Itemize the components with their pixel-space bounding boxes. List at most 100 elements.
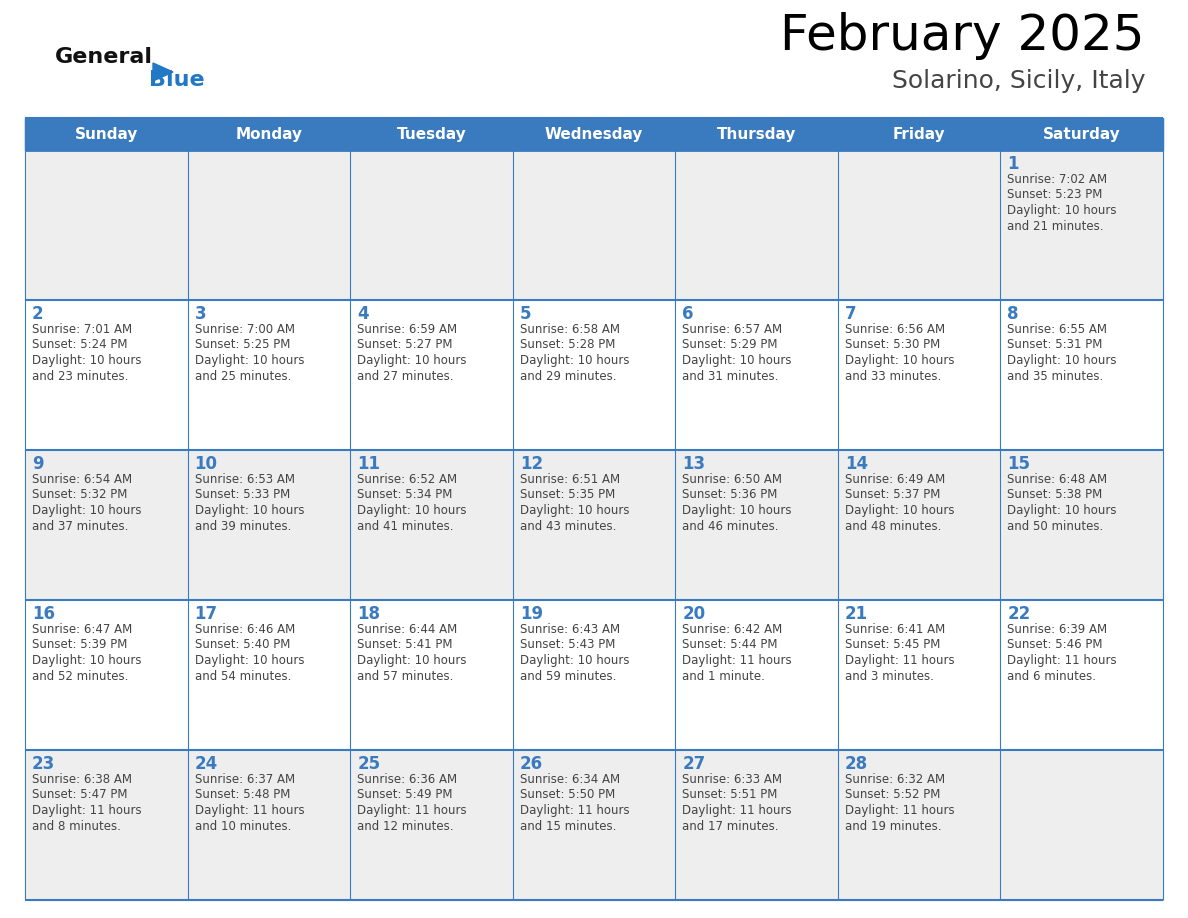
Text: Sunset: 5:37 PM: Sunset: 5:37 PM [845,488,940,501]
Text: and 46 minutes.: and 46 minutes. [682,520,779,532]
Text: Daylight: 11 hours: Daylight: 11 hours [845,654,954,667]
Text: 10: 10 [195,455,217,473]
Text: Saturday: Saturday [1043,127,1120,141]
Text: Sunrise: 6:32 AM: Sunrise: 6:32 AM [845,773,944,786]
Text: Sunrise: 6:58 AM: Sunrise: 6:58 AM [519,323,620,336]
Text: Sunday: Sunday [75,127,138,141]
Text: Sunrise: 7:01 AM: Sunrise: 7:01 AM [32,323,132,336]
Text: and 15 minutes.: and 15 minutes. [519,820,617,833]
Text: 21: 21 [845,605,868,623]
Text: Sunset: 5:28 PM: Sunset: 5:28 PM [519,339,615,352]
Text: Daylight: 10 hours: Daylight: 10 hours [682,504,791,517]
Text: Sunset: 5:34 PM: Sunset: 5:34 PM [358,488,453,501]
Text: Daylight: 10 hours: Daylight: 10 hours [195,654,304,667]
Text: General: General [55,47,153,67]
Text: Daylight: 10 hours: Daylight: 10 hours [32,354,141,367]
Text: Sunrise: 6:54 AM: Sunrise: 6:54 AM [32,473,132,486]
Text: 26: 26 [519,755,543,773]
Bar [25,750,1163,900]
Text: Sunset: 5:44 PM: Sunset: 5:44 PM [682,639,778,652]
Text: 23: 23 [32,755,56,773]
Text: Daylight: 11 hours: Daylight: 11 hours [1007,654,1117,667]
Text: Sunrise: 7:00 AM: Sunrise: 7:00 AM [195,323,295,336]
Text: Daylight: 10 hours: Daylight: 10 hours [519,504,630,517]
Text: Daylight: 10 hours: Daylight: 10 hours [519,654,630,667]
Text: Daylight: 11 hours: Daylight: 11 hours [519,804,630,817]
Text: Sunset: 5:38 PM: Sunset: 5:38 PM [1007,488,1102,501]
Text: Thursday: Thursday [716,127,796,141]
Text: and 37 minutes.: and 37 minutes. [32,520,128,532]
Text: Sunrise: 6:44 AM: Sunrise: 6:44 AM [358,623,457,636]
Text: Sunrise: 6:51 AM: Sunrise: 6:51 AM [519,473,620,486]
Text: Daylight: 10 hours: Daylight: 10 hours [195,354,304,367]
Text: Daylight: 10 hours: Daylight: 10 hours [519,354,630,367]
Text: Sunrise: 6:42 AM: Sunrise: 6:42 AM [682,623,783,636]
Text: and 35 minutes.: and 35 minutes. [1007,370,1104,383]
Text: Sunset: 5:27 PM: Sunset: 5:27 PM [358,339,453,352]
Text: Daylight: 10 hours: Daylight: 10 hours [358,354,467,367]
Bar [25,150,1163,300]
Text: Daylight: 10 hours: Daylight: 10 hours [1007,354,1117,367]
Text: Sunset: 5:47 PM: Sunset: 5:47 PM [32,789,127,801]
Text: Sunset: 5:52 PM: Sunset: 5:52 PM [845,789,940,801]
Text: Sunrise: 6:57 AM: Sunrise: 6:57 AM [682,323,783,336]
Text: Sunrise: 6:52 AM: Sunrise: 6:52 AM [358,473,457,486]
Text: 12: 12 [519,455,543,473]
Text: Daylight: 10 hours: Daylight: 10 hours [1007,504,1117,517]
Text: 18: 18 [358,605,380,623]
Text: Daylight: 11 hours: Daylight: 11 hours [32,804,141,817]
Text: Sunrise: 6:36 AM: Sunrise: 6:36 AM [358,773,457,786]
Text: Sunrise: 6:41 AM: Sunrise: 6:41 AM [845,623,946,636]
Text: 3: 3 [195,305,207,323]
Text: 19: 19 [519,605,543,623]
Text: Sunset: 5:35 PM: Sunset: 5:35 PM [519,488,615,501]
Text: Sunset: 5:33 PM: Sunset: 5:33 PM [195,488,290,501]
Text: 14: 14 [845,455,868,473]
Text: Sunset: 5:49 PM: Sunset: 5:49 PM [358,789,453,801]
Polygon shape [153,63,173,81]
Text: Sunrise: 6:38 AM: Sunrise: 6:38 AM [32,773,132,786]
Text: and 57 minutes.: and 57 minutes. [358,669,454,682]
Text: and 17 minutes.: and 17 minutes. [682,820,779,833]
Text: 22: 22 [1007,605,1031,623]
Text: Tuesday: Tuesday [397,127,467,141]
Text: Sunset: 5:29 PM: Sunset: 5:29 PM [682,339,778,352]
Text: Sunset: 5:40 PM: Sunset: 5:40 PM [195,639,290,652]
Text: Sunset: 5:36 PM: Sunset: 5:36 PM [682,488,778,501]
Text: 4: 4 [358,305,368,323]
Bar [25,450,1163,600]
Text: and 43 minutes.: and 43 minutes. [519,520,617,532]
Text: Sunrise: 6:53 AM: Sunrise: 6:53 AM [195,473,295,486]
Text: 7: 7 [845,305,857,323]
Text: Daylight: 10 hours: Daylight: 10 hours [358,654,467,667]
Text: Monday: Monday [235,127,303,141]
Text: and 54 minutes.: and 54 minutes. [195,669,291,682]
Text: and 12 minutes.: and 12 minutes. [358,820,454,833]
Text: and 31 minutes.: and 31 minutes. [682,370,778,383]
Text: Sunrise: 6:39 AM: Sunrise: 6:39 AM [1007,623,1107,636]
Text: Daylight: 11 hours: Daylight: 11 hours [682,804,792,817]
Text: Daylight: 11 hours: Daylight: 11 hours [195,804,304,817]
Text: and 3 minutes.: and 3 minutes. [845,669,934,682]
Text: Wednesday: Wednesday [545,127,643,141]
Text: Sunrise: 6:49 AM: Sunrise: 6:49 AM [845,473,946,486]
Text: and 1 minute.: and 1 minute. [682,669,765,682]
Text: 24: 24 [195,755,217,773]
Text: and 48 minutes.: and 48 minutes. [845,520,941,532]
Text: Sunrise: 6:59 AM: Sunrise: 6:59 AM [358,323,457,336]
Text: Sunrise: 6:48 AM: Sunrise: 6:48 AM [1007,473,1107,486]
Text: and 59 minutes.: and 59 minutes. [519,669,617,682]
Text: 13: 13 [682,455,706,473]
Text: Daylight: 10 hours: Daylight: 10 hours [195,504,304,517]
Text: 25: 25 [358,755,380,773]
Bar [25,118,1163,150]
Text: Sunset: 5:32 PM: Sunset: 5:32 PM [32,488,127,501]
Text: Sunset: 5:31 PM: Sunset: 5:31 PM [1007,339,1102,352]
Text: Sunrise: 6:34 AM: Sunrise: 6:34 AM [519,773,620,786]
Text: Daylight: 10 hours: Daylight: 10 hours [845,354,954,367]
Text: Daylight: 10 hours: Daylight: 10 hours [1007,204,1117,217]
Text: and 52 minutes.: and 52 minutes. [32,669,128,682]
Text: Solarino, Sicily, Italy: Solarino, Sicily, Italy [891,69,1145,93]
Text: and 27 minutes.: and 27 minutes. [358,370,454,383]
Text: 8: 8 [1007,305,1019,323]
